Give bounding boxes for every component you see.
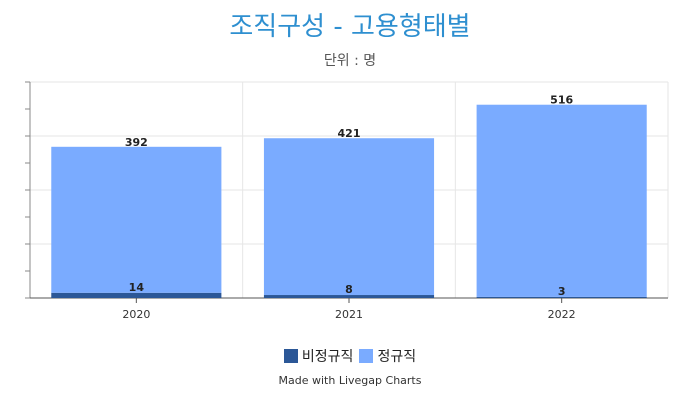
legend-swatch-nonregular [283,349,298,363]
legend-label-nonregular: 비정규직 [301,349,354,365]
bar-nonregular-2021 [263,295,435,298]
bar-regular-2020 [51,146,222,293]
legend: 비정규직 정규직 [0,346,700,366]
legend-label-regular: 정규직 [377,349,417,365]
bar-nonregular-2022 [476,296,647,298]
bar-regular-2021 [263,138,435,296]
legend-item-regular[interactable]: 정규직 [359,346,416,366]
data-label-nonregular-2022: 3 [558,285,566,298]
x-tick-label-2020: 2020 [122,308,150,321]
bar-regular-2022 [476,104,647,297]
bar-nonregular-2020 [51,292,222,298]
data-label-nonregular-2020: 14 [129,281,145,294]
credit-text: Made with Livegap Charts [278,374,422,387]
chart-title: 조직구성 - 고용형태별 [229,12,471,42]
x-tick-label-2022: 2022 [548,308,576,321]
legend-swatch-regular [359,349,374,363]
data-label-regular-2022: 516 [550,94,573,107]
data-label-regular-2021: 421 [338,127,361,140]
data-label-regular-2020: 392 [125,136,148,149]
chart-subtitle: 단위 : 명 [323,53,377,69]
data-label-nonregular-2021: 8 [345,283,353,296]
legend-item-nonregular[interactable]: 비정규직 [283,346,354,366]
x-tick-label-2021: 2021 [335,308,363,321]
